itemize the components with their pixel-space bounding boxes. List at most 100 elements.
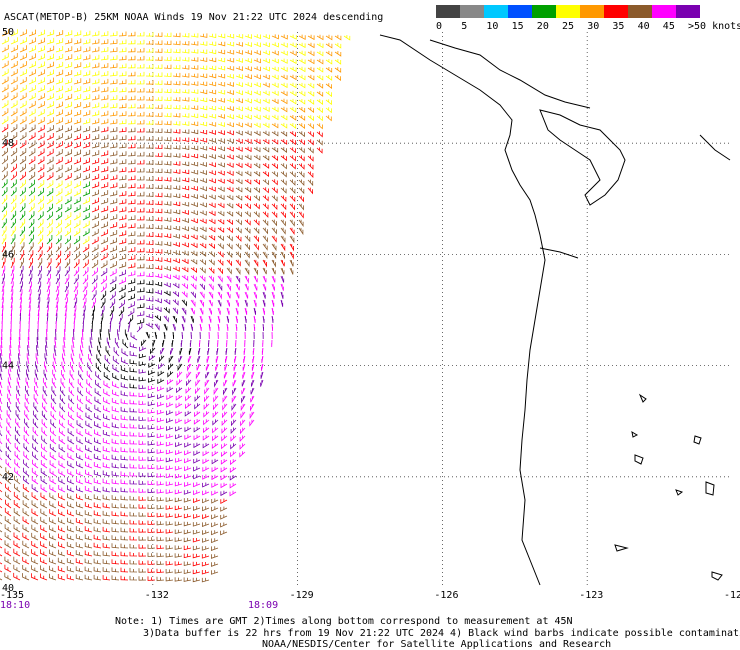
wind-barb xyxy=(289,147,296,154)
wind-barb xyxy=(154,168,163,174)
wind-barb xyxy=(154,249,163,254)
wind-barb xyxy=(181,275,189,281)
wind-barb xyxy=(136,151,145,157)
lon-label: -132 xyxy=(145,590,169,601)
wind-barb xyxy=(154,273,163,279)
wind-barb xyxy=(103,380,111,389)
wind-barb xyxy=(235,283,240,291)
wind-barb xyxy=(220,498,228,504)
wind-barb xyxy=(66,541,75,549)
wind-barb xyxy=(204,379,210,388)
wind-barb xyxy=(244,34,252,39)
wind-barb xyxy=(147,464,156,470)
wind-barb xyxy=(262,307,265,315)
wind-barb xyxy=(271,34,279,40)
wind-barb xyxy=(145,128,154,133)
wind-barb xyxy=(244,98,252,104)
wind-barb xyxy=(148,370,156,376)
wind-barb xyxy=(165,521,174,526)
wind-barb xyxy=(186,371,192,379)
wind-barb xyxy=(163,323,168,331)
wind-barb xyxy=(37,148,45,157)
wind-barb xyxy=(69,370,75,381)
wind-barb xyxy=(73,259,80,269)
wind-barb xyxy=(199,154,207,159)
wind-barb xyxy=(28,37,36,45)
wind-barb xyxy=(260,371,264,379)
wind-barb xyxy=(271,122,279,129)
wind-barb xyxy=(23,426,30,437)
wind-barb xyxy=(59,427,66,437)
wind-barb xyxy=(325,67,333,73)
wind-barb xyxy=(59,394,66,405)
wind-barb xyxy=(138,464,147,469)
wind-barb xyxy=(253,146,261,153)
wind-barb xyxy=(49,533,57,541)
wind-barb xyxy=(36,345,39,357)
wind-barb xyxy=(102,486,111,493)
wind-barb xyxy=(172,274,180,281)
wind-barb xyxy=(102,462,111,469)
wind-barb xyxy=(217,186,225,192)
wind-barb xyxy=(199,226,207,233)
wind-barb xyxy=(28,234,34,245)
wind-barb xyxy=(113,347,120,357)
wind-barb xyxy=(154,306,162,313)
wind-barb xyxy=(147,433,156,438)
wind-barb xyxy=(172,315,177,324)
wind-barb xyxy=(298,50,306,57)
wind-barb xyxy=(253,90,261,96)
wind-barb xyxy=(22,565,30,573)
wind-barb xyxy=(129,375,138,381)
end-time: 18:09 xyxy=(248,600,278,611)
wind-barb xyxy=(85,445,93,453)
wind-barb xyxy=(127,199,136,205)
wind-barb xyxy=(49,541,57,549)
wind-barb xyxy=(37,180,45,189)
wind-barb xyxy=(40,508,48,517)
wind-barb xyxy=(217,267,223,275)
wind-barb xyxy=(127,223,136,229)
wind-barb xyxy=(129,439,138,445)
wind-barb xyxy=(42,386,48,397)
wind-barb xyxy=(5,491,12,501)
wind-barb xyxy=(208,146,216,151)
wind-barb xyxy=(100,102,109,109)
wind-barb xyxy=(82,118,91,125)
wind-barb xyxy=(172,153,181,158)
wind-barb xyxy=(0,489,3,493)
wind-barb xyxy=(226,34,235,39)
wind-barb xyxy=(31,532,39,541)
wind-barb xyxy=(154,40,163,45)
wind-barb xyxy=(91,181,100,189)
wind-barb xyxy=(172,177,181,182)
wind-barb xyxy=(100,275,107,285)
wind-barb xyxy=(138,392,147,398)
wind-barb xyxy=(73,289,78,301)
wind-barb xyxy=(5,483,12,493)
wind-barb xyxy=(109,119,118,125)
wind-barb xyxy=(28,100,36,109)
wind-barb xyxy=(1,147,8,157)
wind-barb xyxy=(112,355,120,365)
wind-barb xyxy=(230,443,237,450)
wind-barb xyxy=(73,329,75,341)
wind-barb xyxy=(118,284,126,293)
wind-barb xyxy=(138,353,147,359)
wind-barb xyxy=(226,82,234,87)
wind-barb xyxy=(163,72,172,78)
wind-barb xyxy=(1,163,8,173)
wind-barb xyxy=(10,140,18,149)
wind-barb xyxy=(136,79,145,85)
wind-barb xyxy=(147,409,156,414)
wind-barb xyxy=(82,282,88,293)
wind-barb xyxy=(13,556,21,565)
wind-barb xyxy=(111,454,120,461)
wind-barb xyxy=(199,194,207,200)
wind-barb xyxy=(37,109,45,117)
wind-barb xyxy=(217,307,221,315)
wind-barb xyxy=(181,299,187,307)
wind-barb xyxy=(120,471,129,477)
wind-barb xyxy=(298,131,305,138)
wind-barb xyxy=(82,251,89,261)
